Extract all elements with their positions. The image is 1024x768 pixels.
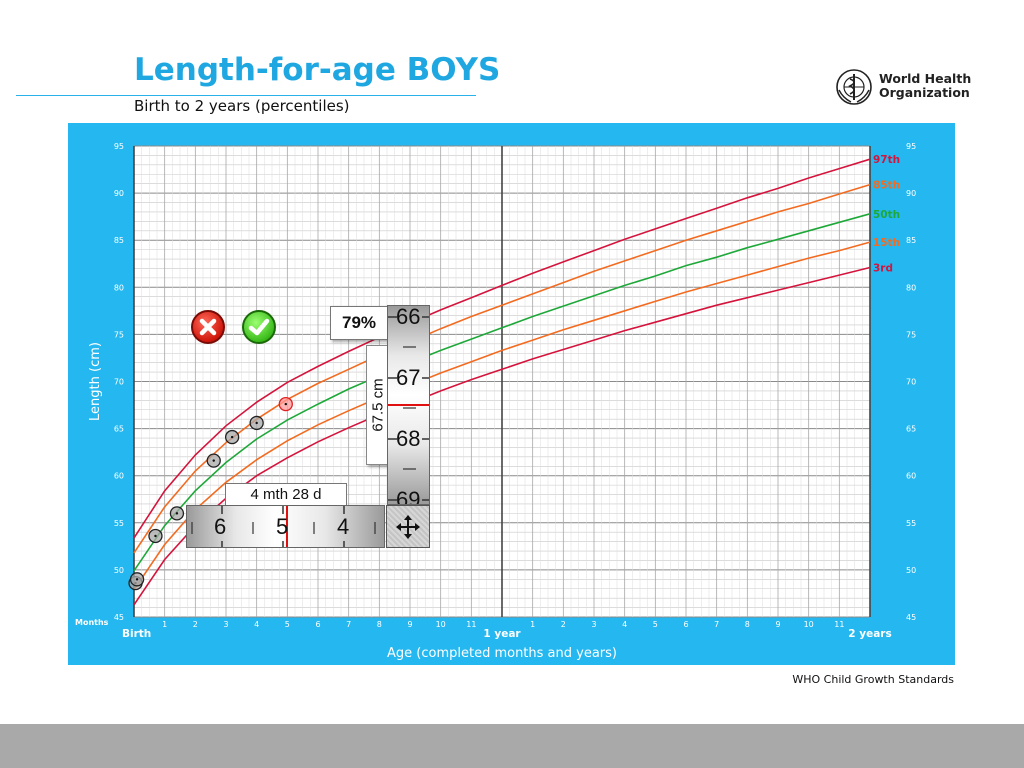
measurement-point-center — [154, 534, 157, 538]
move-arrows-icon — [396, 515, 420, 539]
checkmark-icon — [248, 318, 270, 336]
x-tick-label: Birth — [122, 628, 151, 640]
series-line — [133, 241, 871, 591]
x-tick-label: 2 years — [848, 628, 891, 640]
page-title: Length-for-age BOYS — [134, 52, 501, 88]
x-tick-label: 7 — [714, 620, 719, 629]
measurement-point-center — [175, 512, 179, 515]
footer-credit: WHO Child Growth Standards — [792, 673, 954, 686]
length-slider[interactable]: 66 67 68 69 — [387, 305, 430, 505]
series-label: 15th — [873, 237, 900, 249]
y-tick-label: 65 — [114, 425, 124, 434]
x-tick-label: 1 — [530, 620, 535, 629]
length-readout-text: 67.5 cm — [369, 378, 386, 432]
series-line — [133, 158, 871, 539]
who-name: World Health Organization — [879, 72, 971, 100]
y-tick-label: 70 — [114, 378, 124, 387]
age-readout: 4 mth 28 d — [225, 483, 347, 507]
confirm-button[interactable] — [242, 310, 276, 344]
age-slider[interactable]: 6 5 4 — [186, 505, 385, 548]
age-slider-label: 5 — [276, 514, 289, 539]
x-tick-label: 11 — [466, 620, 476, 629]
title-divider — [16, 95, 476, 96]
who-emblem-icon — [836, 69, 872, 105]
y-tick-label: 95 — [906, 142, 916, 151]
series-label: 50th — [873, 209, 900, 221]
y-tick-label: 75 — [906, 330, 916, 339]
length-slider-ticks — [388, 316, 429, 501]
measurement-point-center — [230, 435, 234, 439]
y-tick-label: 80 — [114, 283, 124, 292]
x-tick-label: 7 — [346, 620, 351, 629]
x-tick-label: 2 — [193, 620, 198, 629]
y-tick-label: 85 — [114, 236, 124, 245]
series-line — [133, 266, 871, 606]
length-slider-label: 68 — [396, 426, 421, 451]
y-tick-label: 55 — [906, 519, 916, 528]
x-tick-label: 3 — [223, 620, 228, 629]
series-label: 3rd — [873, 263, 893, 275]
y-tick-label: 80 — [906, 283, 916, 292]
y-tick-label: 70 — [906, 378, 916, 387]
x-tick-label: 11 — [834, 620, 844, 629]
close-icon — [199, 318, 217, 336]
x-tick-label: 8 — [745, 620, 750, 629]
age-slider-ticks — [191, 506, 376, 547]
age-slider-label: 4 — [337, 514, 350, 539]
chart-panel: 97th 85th 50th 15th 3rd 45 45 50 50 55 55 60 60 65 65 7… — [68, 123, 955, 665]
x-tick-label: 3 — [591, 620, 596, 629]
x-axis-label: Age (completed months and years) — [387, 646, 617, 661]
x-tick-label: 6 — [683, 620, 688, 629]
length-slider-label: 69 — [396, 487, 421, 505]
length-readout: 67.5 cm — [366, 345, 389, 465]
who-name-line2: Organization — [879, 85, 970, 100]
y-tick-label: 45 — [114, 613, 124, 622]
y-tick-label: 95 — [114, 142, 124, 151]
length-slider-label: 66 — [396, 305, 421, 329]
y-tick-label: 45 — [906, 613, 916, 622]
x-tick-label: 5 — [653, 620, 658, 629]
x-tick-label: 10 — [804, 620, 814, 629]
y-tick-label: 65 — [906, 425, 916, 434]
cancel-button[interactable] — [191, 310, 225, 344]
x-tick-label: 9 — [775, 620, 780, 629]
x-tick-label: 9 — [407, 620, 412, 629]
measurement-point-center — [284, 402, 287, 406]
page-subtitle: Birth to 2 years (percentiles) — [134, 97, 350, 115]
y-tick-label: 55 — [114, 519, 124, 528]
measurement-point-center — [135, 578, 139, 581]
measurement-point-center — [255, 421, 258, 425]
y-tick-label: 75 — [114, 330, 124, 339]
age-slider-label: 6 — [214, 514, 227, 539]
x-tick-label: 8 — [377, 620, 382, 629]
bottom-bar — [0, 724, 1024, 768]
x-tick-label: 4 — [254, 620, 259, 629]
series-label: 97th — [873, 154, 900, 166]
x-tick-label: 2 — [561, 620, 566, 629]
x-unit-label: Months — [75, 618, 109, 627]
y-tick-label: 85 — [906, 236, 916, 245]
y-tick-label: 60 — [906, 472, 916, 481]
y-tick-label: 50 — [906, 566, 916, 575]
percentile-readout: 79% — [330, 306, 388, 340]
x-tick-label: 4 — [622, 620, 627, 629]
y-tick-label: 90 — [114, 189, 124, 198]
x-tick-label: 5 — [285, 620, 290, 629]
x-tick-label: 6 — [315, 620, 320, 629]
y-tick-label: 50 — [114, 566, 124, 575]
x-tick-label: 1 year — [483, 628, 521, 640]
y-tick-label: 60 — [114, 472, 124, 481]
length-slider-label: 67 — [396, 365, 421, 390]
measurement-point-center — [212, 459, 215, 462]
y-axis-label: Length (cm) — [88, 342, 103, 421]
series-line — [133, 213, 871, 572]
y-tick-label: 90 — [906, 189, 916, 198]
x-tick-label: 1 — [162, 620, 167, 629]
who-name-line1: World Health — [879, 71, 972, 86]
series-label: 85th — [873, 180, 900, 192]
move-handle[interactable] — [386, 505, 430, 548]
x-tick-label: 10 — [436, 620, 446, 629]
